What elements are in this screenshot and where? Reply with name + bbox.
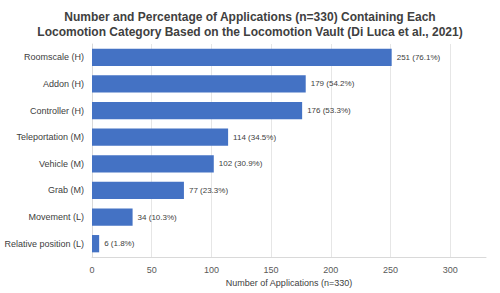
svg-text:150: 150 — [264, 265, 279, 275]
svg-text:77 (23.3%): 77 (23.3%) — [189, 186, 228, 195]
svg-text:250: 250 — [383, 265, 398, 275]
svg-text:102 (30.9%): 102 (30.9%) — [219, 159, 263, 168]
svg-text:Relative position (L): Relative position (L) — [4, 239, 84, 249]
svg-text:179 (54.2%): 179 (54.2%) — [311, 79, 355, 88]
svg-text:6 (1.8%): 6 (1.8%) — [104, 239, 135, 248]
svg-text:50: 50 — [147, 265, 157, 275]
svg-text:Vehicle (M): Vehicle (M) — [39, 159, 84, 169]
svg-text:Controller (H): Controller (H) — [30, 106, 84, 116]
svg-text:114 (34.5%): 114 (34.5%) — [233, 133, 276, 142]
svg-text:34 (10.3%): 34 (10.3%) — [138, 213, 177, 222]
svg-text:200: 200 — [323, 265, 338, 275]
svg-text:Teleportation (M): Teleportation (M) — [16, 132, 84, 142]
svg-text:Number and Percentage of Appli: Number and Percentage of Applications (n… — [64, 10, 435, 24]
svg-text:251 (76.1%): 251 (76.1%) — [397, 53, 441, 62]
svg-text:Roomscale (H): Roomscale (H) — [24, 52, 84, 62]
svg-text:Addon (H): Addon (H) — [43, 79, 84, 89]
svg-text:Grab (M): Grab (M) — [48, 185, 84, 195]
svg-text:0: 0 — [89, 265, 94, 275]
svg-text:176 (53.3%): 176 (53.3%) — [307, 106, 351, 115]
svg-text:Movement (L): Movement (L) — [28, 212, 84, 222]
svg-text:300: 300 — [443, 265, 458, 275]
svg-text:Number of Applications (n=330): Number of Applications (n=330) — [226, 278, 352, 288]
svg-text:Locomotion Category Based on t: Locomotion Category Based on the Locomot… — [37, 25, 462, 39]
svg-text:100: 100 — [204, 265, 219, 275]
